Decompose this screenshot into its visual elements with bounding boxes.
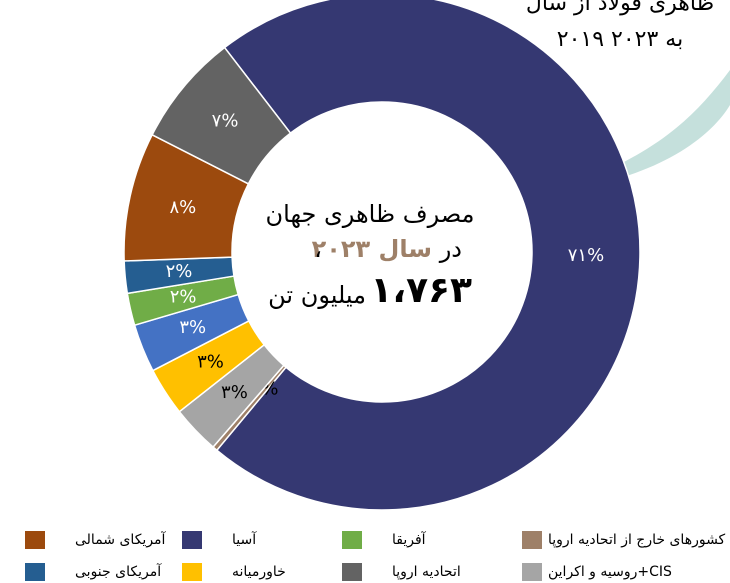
legend-swatch (25, 563, 45, 581)
center-unit: میلیون تن (268, 281, 366, 309)
center-highlight: سال ۲۰۲۳ (312, 235, 432, 263)
slice (151, 46, 292, 185)
legend-label: آمریکای شمالی (75, 531, 167, 548)
legend-swatch (522, 563, 542, 581)
center-prefix: در (439, 235, 462, 263)
slice-label: ۸% (169, 197, 196, 218)
legend-label: کشورهای خارج از اتحادیه اروپا (548, 532, 726, 548)
annotation-arrow (612, 70, 730, 178)
annotation-line: ظاهری فولاد از سال (526, 0, 714, 16)
center-title: مصرف ظاهری جهان (266, 200, 475, 228)
legend-label: آسیا (232, 531, 257, 548)
legend-label: آمریکای جنوبی (75, 563, 162, 580)
slice-label: ۲% (170, 286, 197, 307)
legend: آسیا کشورهای خارج از اتحادیه اروپا روسیه و… (25, 531, 726, 581)
legend-label: خاورمیانه (232, 564, 286, 580)
legend-swatch (182, 563, 202, 581)
center-number: ۱،۷۶۳ (370, 270, 472, 311)
slice-label: ۷۱% (568, 245, 604, 266)
legend-label: اتحادیه اروپا (392, 564, 461, 580)
slice-label: ۷% (212, 111, 239, 132)
legend-label: روسیه و اکراین+CIS (548, 564, 672, 580)
legend-swatch (522, 531, 542, 549)
slice-label: ۳% (179, 317, 206, 338)
slice-label: ۳% (221, 382, 248, 403)
center-suffix: ، (314, 235, 322, 263)
legend-swatch (342, 563, 362, 581)
donut: ۷۱%%۳%۳%۳%۲%۲%۸%۷% (123, 0, 641, 511)
legend-swatch (25, 531, 45, 549)
slice-label: ۲% (166, 261, 193, 282)
legend-swatch (342, 531, 362, 549)
legend-label: آفریقا (392, 531, 427, 548)
slice-label: ۳% (197, 351, 224, 372)
slice (215, 0, 641, 511)
annotation-line: ۲۰۱۹ به ۲۰۲۳ (557, 27, 683, 52)
legend-swatch (182, 531, 202, 549)
